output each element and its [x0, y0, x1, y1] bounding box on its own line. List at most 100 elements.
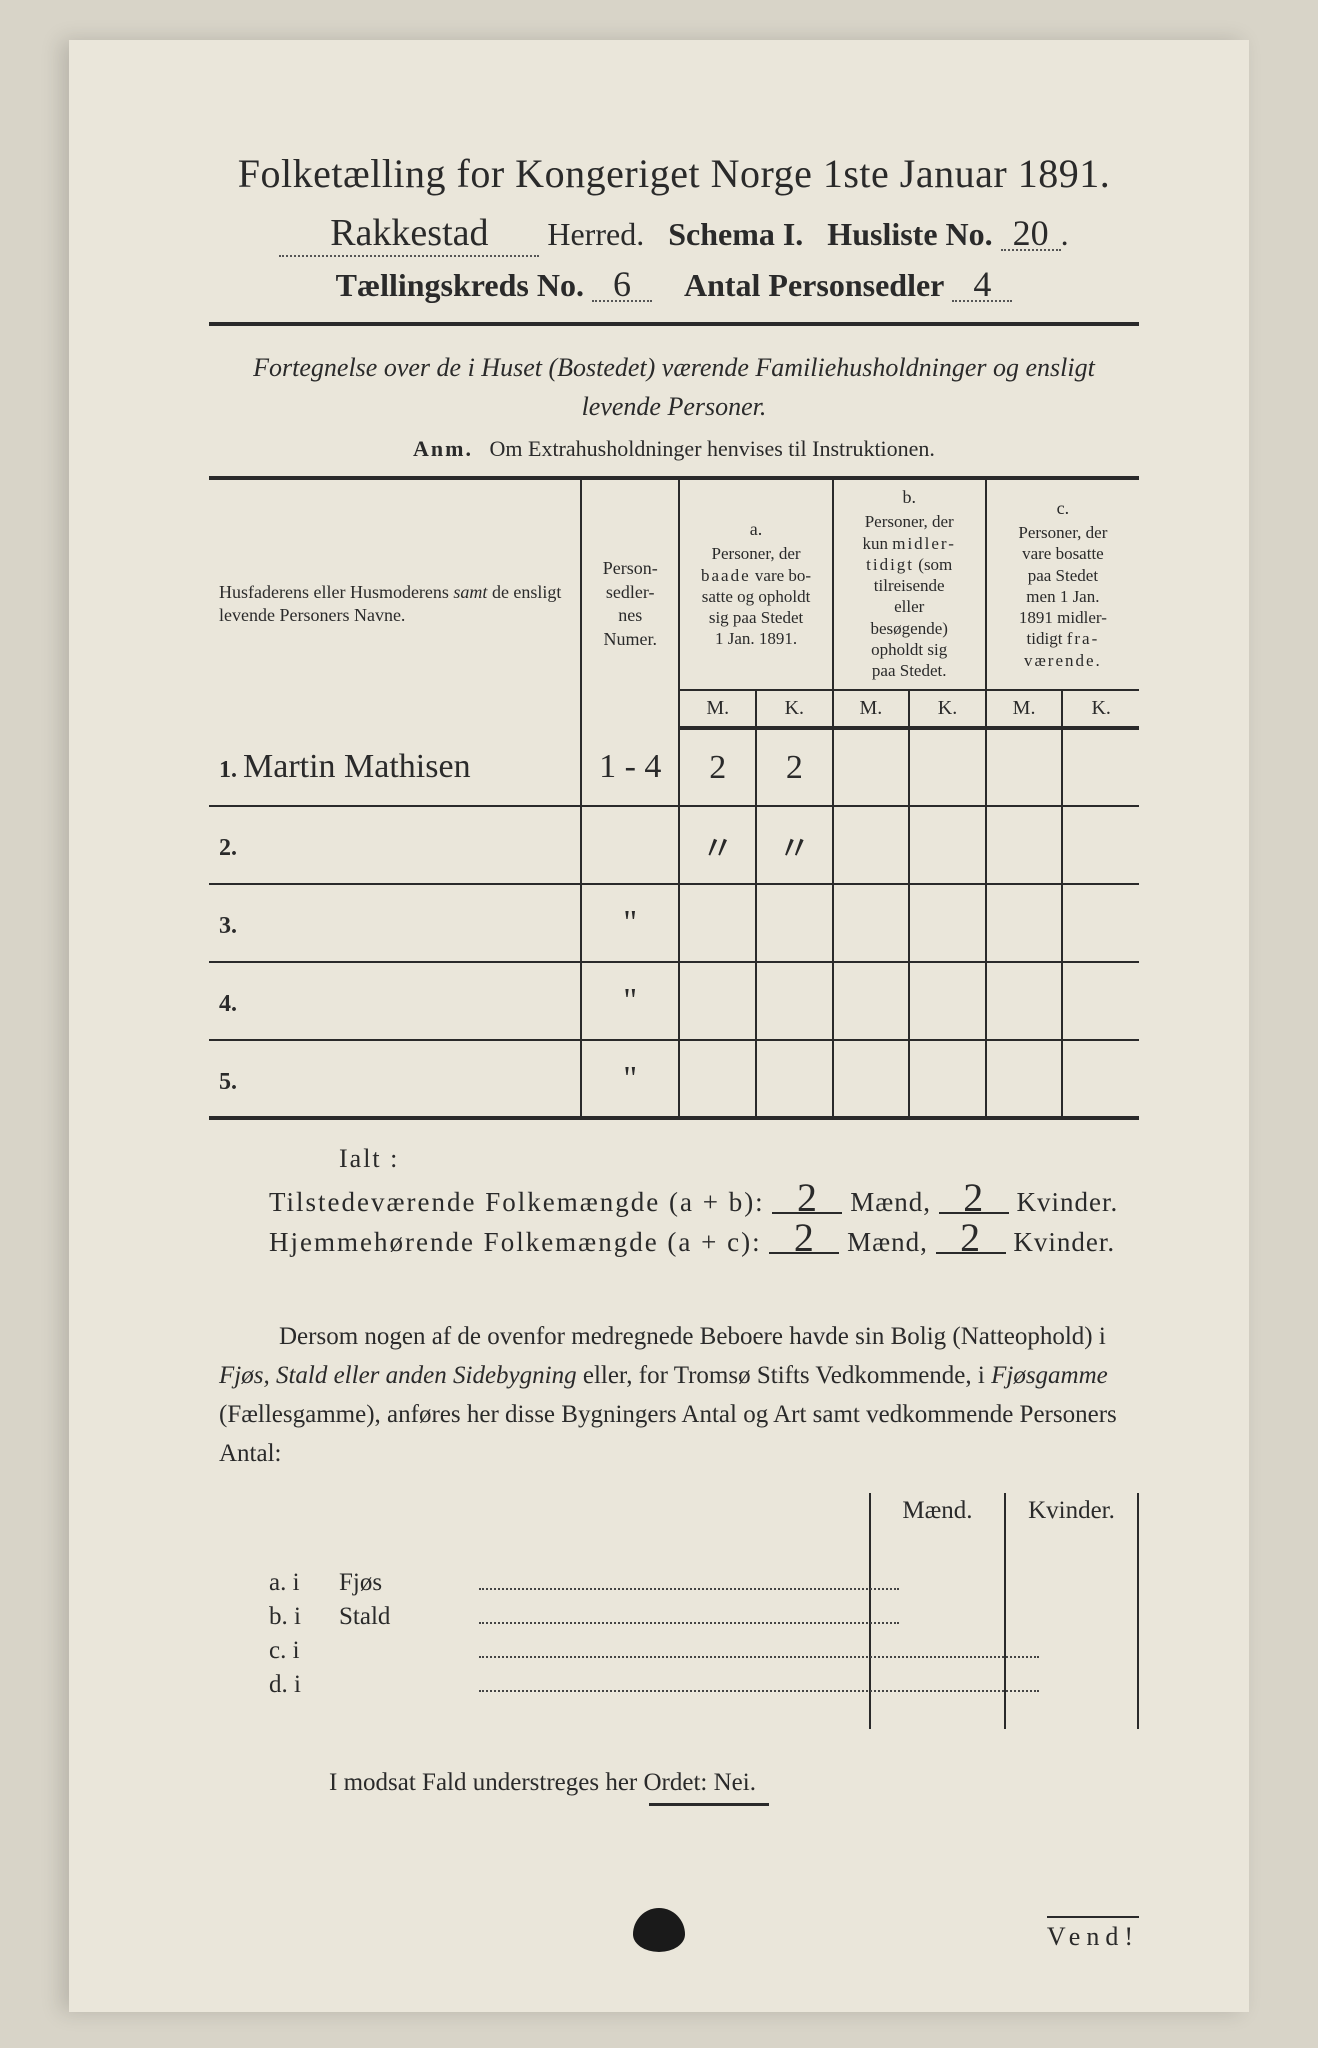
cell-b-k	[909, 806, 986, 884]
husliste-no-hand: 20	[1001, 217, 1061, 251]
sum2-m-label: Mænd,	[847, 1227, 928, 1257]
anm-text: Om Extrahusholdninger henvises til Instr…	[490, 436, 935, 461]
cell-c-m	[986, 962, 1063, 1040]
outbuilding-row: a. i Fjøs	[269, 1569, 1039, 1597]
sum1-k: 2	[939, 1184, 1009, 1214]
cell-b-m	[833, 728, 910, 806]
cell-b-k	[909, 728, 986, 806]
outbuilding-row: c. i	[269, 1637, 1039, 1665]
anm-label: Anm.	[413, 436, 473, 461]
cell-a-m: 〃	[679, 806, 756, 884]
cell-num: "	[581, 1040, 679, 1118]
cell-b-m	[833, 806, 910, 884]
cell-c-k	[1062, 728, 1139, 806]
table-header-row-1: Husfaderens eller Husmoderens samt de en…	[209, 478, 1139, 690]
cell-num: "	[581, 884, 679, 962]
table-row: 2. 〃 〃	[209, 806, 1139, 884]
census-form-page: Folketælling for Kongeriget Norge 1ste J…	[69, 40, 1249, 2012]
sum1-m-label: Mænd,	[850, 1187, 931, 1217]
cell-num	[581, 806, 679, 884]
cell-a-k: 2	[756, 728, 833, 806]
divider-1	[209, 322, 1139, 326]
cell-c-k	[1062, 806, 1139, 884]
outbuilding-row: d. i	[269, 1671, 1039, 1699]
cell-a-k	[756, 962, 833, 1040]
table-row: 3. "	[209, 884, 1139, 962]
cell-name: 5.	[209, 1040, 581, 1118]
sum2-m: 2	[769, 1224, 839, 1254]
outbuilding-paragraph: Dersom nogen af de ovenfor medregnede Be…	[219, 1318, 1129, 1473]
col-header-b: b. Personer, derkun midler-tidigt (somti…	[833, 478, 986, 690]
nei-line: I modsat Fald understreges her Ordet: Ne…	[329, 1769, 1139, 1797]
table-row: 1.Martin Mathisen 1 - 4 2 2	[209, 728, 1139, 806]
cell-a-k: 〃	[756, 806, 833, 884]
sum2-label: Hjemmehørende Folkemængde (a + c):	[269, 1227, 762, 1257]
cell-b-m	[833, 962, 910, 1040]
cell-name: 3.	[209, 884, 581, 962]
cell-b-m	[833, 884, 910, 962]
sum2-k-label: Kvinder.	[1013, 1227, 1115, 1257]
cell-a-k	[756, 884, 833, 962]
dotted-line	[479, 1674, 1039, 1692]
cell-a-m	[679, 962, 756, 1040]
hdr-a-k: K.	[756, 690, 833, 728]
sum1-m: 2	[772, 1184, 842, 1214]
vend-label: Vend!	[1047, 1916, 1139, 1952]
cell-b-k	[909, 1040, 986, 1118]
cell-num: 1 - 4	[581, 728, 679, 806]
cell-c-m	[986, 884, 1063, 962]
sum1-label: Tilstedeværende Folkemængde (a + b):	[269, 1187, 765, 1217]
kreds-label: Tællingskreds No.	[336, 267, 584, 303]
sum2-k: 2	[936, 1224, 1006, 1254]
cell-num: "	[581, 962, 679, 1040]
col-header-a: a. Personer, der baade vare bo-satte og …	[679, 478, 832, 690]
hdr-c-m: M.	[986, 690, 1063, 728]
cell-name: 1.Martin Mathisen	[209, 728, 581, 806]
hdr-c-k: K.	[1062, 690, 1139, 728]
mk-m: Mænd.	[869, 1493, 1004, 1529]
intro-text: Fortegnelse over de i Huset (Bostedet) v…	[249, 348, 1099, 426]
cell-b-k	[909, 884, 986, 962]
kreds-no-hand: 6	[592, 268, 652, 302]
outbuilding-table: Mænd. Kvinder. a. i Fjøs b. i Stald c. i…	[209, 1493, 1139, 1729]
mk-k: Kvinder.	[1004, 1493, 1139, 1529]
col-header-numer: Person-sedler-nesNumer.	[581, 478, 679, 728]
outbuilding-row: b. i Stald	[269, 1603, 1039, 1631]
herred-label: Herred.	[547, 216, 644, 252]
hdr-b-k: K.	[909, 690, 986, 728]
antal-no-hand: 4	[952, 268, 1012, 302]
sum-resident: Hjemmehørende Folkemængde (a + c): 2 Mæn…	[269, 1224, 1139, 1258]
dotted-line	[479, 1606, 899, 1624]
nei-underline	[649, 1803, 769, 1806]
antal-label: Antal Personsedler	[684, 267, 944, 303]
ialt-label: Ialt :	[339, 1144, 1139, 1174]
husliste-label: Husliste No.	[827, 216, 992, 252]
cell-c-k	[1062, 1040, 1139, 1118]
dotted-line	[479, 1572, 899, 1590]
page-title: Folketælling for Kongeriget Norge 1ste J…	[209, 150, 1139, 197]
main-table: Husfaderens eller Husmoderens samt de en…	[209, 476, 1139, 1120]
table-row: 4. "	[209, 962, 1139, 1040]
cell-c-k	[1062, 884, 1139, 962]
cell-c-m	[986, 1040, 1063, 1118]
cell-name: 4.	[209, 962, 581, 1040]
cell-a-m	[679, 884, 756, 962]
cell-a-k	[756, 1040, 833, 1118]
hdr-b-m: M.	[833, 690, 910, 728]
table-row: 5. "	[209, 1040, 1139, 1118]
cell-c-m	[986, 728, 1063, 806]
col-header-names: Husfaderens eller Husmoderens samt de en…	[209, 478, 581, 728]
cell-c-m	[986, 806, 1063, 884]
dotted-line	[479, 1640, 1039, 1658]
sum-present: Tilstedeværende Folkemængde (a + b): 2 M…	[269, 1184, 1139, 1218]
hdr-a-m: M.	[679, 690, 756, 728]
herred-name-hand: Rakkestad	[279, 211, 539, 257]
col-header-c: c. Personer, dervare bosattepaa Stedetme…	[986, 478, 1139, 690]
cell-b-k	[909, 962, 986, 1040]
schema-label: Schema I.	[668, 216, 803, 252]
inkblot-icon	[633, 1908, 685, 1952]
header-line-2: Rakkestad Herred. Schema I. Husliste No.…	[209, 211, 1139, 257]
header-line-3: Tællingskreds No. 6 Antal Personsedler 4	[209, 267, 1139, 304]
mk-header: Mænd. Kvinder.	[869, 1493, 1139, 1529]
cell-b-m	[833, 1040, 910, 1118]
